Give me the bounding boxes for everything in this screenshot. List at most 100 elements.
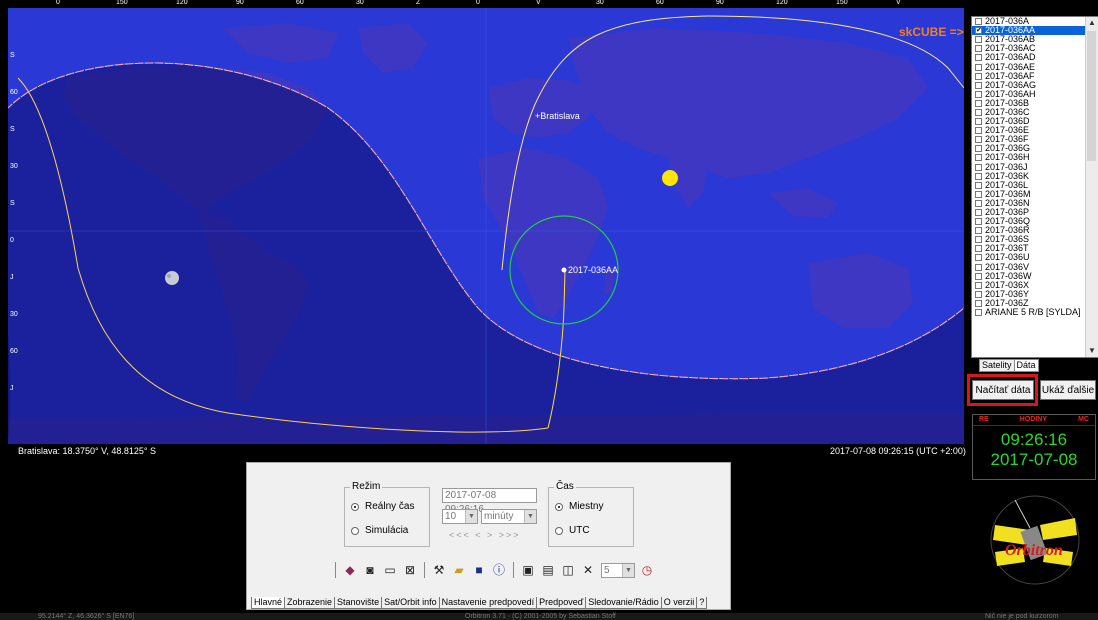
zoom-select[interactable]: 5 ▼ — [601, 562, 635, 578]
checkbox-icon[interactable] — [975, 108, 982, 116]
satellite-list-tabs[interactable]: Satelity Dáta — [979, 359, 1039, 372]
satellite-list-item[interactable]: 2017-036F — [972, 135, 1098, 144]
radar-view-icon[interactable]: ▤ — [542, 563, 554, 577]
checkbox-icon[interactable] — [975, 272, 982, 280]
satellite-list-item[interactable]: 2017-036AG — [972, 80, 1098, 90]
checkbox-icon[interactable] — [975, 36, 982, 44]
checkbox-icon[interactable] — [975, 227, 982, 235]
tools-icon[interactable]: ⚒ — [433, 563, 445, 577]
satellite-list-item[interactable]: 2017-036C — [972, 107, 1098, 117]
scroll-down-icon[interactable]: ▼ — [1088, 346, 1096, 355]
satellite-list-item[interactable]: 2017-036E — [972, 126, 1098, 135]
checkbox-icon[interactable] — [975, 263, 982, 271]
checkbox-icon[interactable] — [975, 309, 982, 317]
minimize-icon[interactable]: ▭ — [384, 563, 396, 577]
satellite-list-item[interactable]: 2017-036W — [972, 271, 1098, 281]
tab-6[interactable]: Sledovanie/Rádio — [585, 597, 662, 609]
satellite-list-item[interactable]: 2017-036AH — [972, 89, 1098, 99]
satellite-list-item[interactable]: 2017-036M — [972, 189, 1098, 199]
satellite-list-item[interactable]: 2017-036G — [972, 144, 1098, 153]
tab-0[interactable]: Hlavné — [251, 597, 286, 609]
satellite-list-item[interactable]: 2017-036D — [972, 117, 1098, 126]
satellite-list-item[interactable]: 2017-036X — [972, 280, 1098, 290]
scroll-thumb[interactable] — [1087, 31, 1096, 161]
load-data-button[interactable]: Načítať dáta — [972, 380, 1034, 400]
satellite-list-item[interactable]: 2017-036J — [972, 162, 1098, 172]
tab-2[interactable]: Stanovište — [334, 597, 383, 609]
book-icon[interactable]: ◆ — [345, 563, 355, 577]
satellite-list-item[interactable]: 2017-036AB — [972, 35, 1098, 44]
main-tabs[interactable]: Hlavné Zobrazenie Stanovište Sat/Orbit info… — [251, 597, 708, 609]
satellite-list-item[interactable]: 2017-036AC — [972, 44, 1098, 53]
checkbox-icon[interactable] — [975, 172, 982, 180]
camera-icon[interactable]: ◙ — [366, 563, 374, 577]
satellite-list-item[interactable]: ARIANE 5 R/B [SYLDA] — [972, 308, 1098, 317]
satellite-list-item[interactable]: 2017-036V — [972, 262, 1098, 272]
checkbox-icon[interactable] — [975, 218, 982, 226]
satellite-marker[interactable] — [561, 267, 567, 273]
close-window-icon[interactable]: ⊠ — [404, 563, 416, 577]
tab-8[interactable]: ? — [696, 597, 708, 609]
satellite-list-item[interactable]: 2017-036L — [972, 180, 1098, 190]
satellite-list-item[interactable]: 2017-036S — [972, 235, 1098, 244]
step-count-select[interactable]: 10 ▼ — [442, 509, 478, 524]
satellite-list-item[interactable]: 2017-036A — [972, 17, 1098, 26]
satellite-list-item[interactable]: 2017-036T — [972, 244, 1098, 253]
checkbox-icon[interactable] — [975, 81, 982, 89]
time-local-radio[interactable]: Miestny — [555, 501, 603, 512]
satellite-list-item[interactable]: 2017-036AE — [972, 62, 1098, 71]
checkbox-icon[interactable] — [975, 209, 982, 217]
open-folder-icon[interactable]: ▰ — [454, 563, 464, 577]
checkbox-icon[interactable] — [975, 118, 982, 126]
fullscreen-icon[interactable]: ◫ — [562, 563, 574, 577]
tab-satelity[interactable]: Satelity — [979, 359, 1015, 372]
step-unit-select[interactable]: minúty ▼ — [481, 509, 537, 524]
checkbox-icon[interactable] — [975, 163, 982, 171]
checkbox-checked-icon[interactable]: ✔ — [975, 27, 982, 35]
checkbox-icon[interactable] — [975, 236, 982, 244]
datetime-field[interactable]: 2017-07-08 09:26:16 — [442, 488, 537, 515]
checkbox-icon[interactable] — [975, 18, 982, 26]
satellite-list-item[interactable]: 2017-036H — [972, 153, 1098, 162]
mode-sim-radio[interactable]: Simulácia — [351, 525, 408, 536]
checkbox-icon[interactable] — [975, 45, 982, 53]
checkbox-icon[interactable] — [975, 281, 982, 289]
cross-icon[interactable]: ✕ — [582, 563, 594, 577]
show-more-button[interactable]: Ukáž ďalšie — [1040, 380, 1096, 400]
checkbox-icon[interactable] — [975, 290, 982, 298]
satellite-list-item[interactable]: 2017-036Z — [972, 298, 1098, 308]
tab-data[interactable]: Dáta — [1013, 359, 1039, 372]
checkbox-icon[interactable] — [975, 154, 982, 162]
satellite-list-item[interactable]: 2017-036K — [972, 171, 1098, 181]
satellite-list-item[interactable]: 2017-036N — [972, 198, 1098, 208]
time-utc-radio[interactable]: UTC — [555, 525, 590, 536]
checkbox-icon[interactable] — [975, 63, 982, 71]
checkbox-icon[interactable] — [975, 199, 982, 207]
satellite-list-item[interactable]: 2017-036R — [972, 226, 1098, 235]
satellite-list-item[interactable]: 2017-036Y — [972, 289, 1098, 299]
tab-4[interactable]: Nastavenie predpovedí — [438, 597, 538, 609]
mode-real-radio[interactable]: Reálny čas — [351, 501, 414, 512]
checkbox-icon[interactable] — [975, 54, 982, 62]
satellite-list-item[interactable]: 2017-036B — [972, 98, 1098, 108]
world-map-canvas[interactable] — [8, 8, 964, 444]
satellite-list-item[interactable]: 2017-036AD — [972, 53, 1098, 62]
save-icon[interactable]: ■ — [475, 563, 483, 577]
checkbox-icon[interactable] — [975, 190, 982, 198]
checkbox-icon[interactable] — [975, 299, 982, 307]
tab-5[interactable]: Predpoveď — [536, 597, 587, 609]
checkbox-icon[interactable] — [975, 127, 982, 135]
scroll-up-icon[interactable]: ▲ — [1088, 18, 1096, 27]
satellite-list-item[interactable]: 2017-036U — [972, 253, 1098, 262]
map-view-icon[interactable]: ▣ — [522, 563, 534, 577]
satellite-list-item[interactable]: 2017-036P — [972, 208, 1098, 217]
satellite-list[interactable]: 2017-036A ✔ 2017-036AA 2017-036AB 2017-036AC… — [971, 16, 1098, 358]
checkbox-icon[interactable] — [975, 245, 982, 253]
checkbox-icon[interactable] — [975, 254, 982, 262]
info-icon[interactable]: ⓘ — [492, 563, 505, 577]
checkbox-icon[interactable] — [975, 72, 982, 80]
checkbox-icon[interactable] — [975, 181, 982, 189]
checkbox-icon[interactable] — [975, 145, 982, 153]
checkbox-icon[interactable] — [975, 136, 982, 144]
checkbox-icon[interactable] — [975, 90, 982, 98]
